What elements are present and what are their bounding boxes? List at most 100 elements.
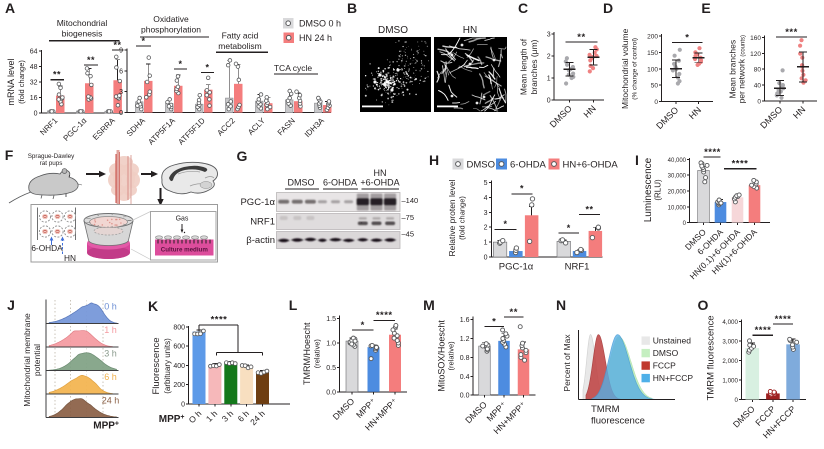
svg-text:F: F	[5, 147, 14, 163]
svg-text:6 h: 6 h	[104, 372, 117, 382]
svg-text:10,000: 10,000	[668, 205, 687, 211]
svg-text:Culture medium: Culture medium	[161, 247, 209, 254]
svg-text:E: E	[701, 0, 710, 16]
svg-text:ATF5F1D: ATF5F1D	[176, 116, 207, 147]
svg-text:DMSO: DMSO	[467, 160, 496, 171]
svg-text:SDHA: SDHA	[125, 116, 148, 139]
svg-text:400: 400	[173, 363, 185, 370]
svg-text:DMSO: DMSO	[548, 103, 574, 129]
svg-text:****: ****	[775, 314, 792, 325]
svg-text:metabolism: metabolism	[218, 41, 261, 51]
svg-text:DMSO: DMSO	[653, 348, 679, 358]
svg-text:0.5: 0.5	[326, 365, 336, 372]
svg-text:H: H	[429, 152, 439, 168]
svg-text:TMRM/Hoescht: TMRM/Hoescht	[302, 322, 312, 385]
svg-text:0: 0	[34, 111, 38, 118]
svg-text:*: *	[205, 62, 209, 72]
svg-text:Sprague-Dawley: Sprague-Dawley	[28, 153, 75, 160]
svg-text:1 h: 1 h	[204, 408, 220, 424]
svg-text:5: 5	[484, 180, 488, 187]
svg-text:IDH3A: IDH3A	[303, 116, 326, 139]
svg-text:DMSO: DMSO	[331, 396, 357, 422]
svg-text:Mean branches: Mean branches	[728, 40, 738, 99]
svg-text:3 h: 3 h	[104, 348, 117, 358]
svg-text:ACLY: ACLY	[246, 116, 267, 137]
svg-text:DMSO: DMSO	[378, 25, 408, 36]
svg-text:0: 0	[119, 110, 123, 117]
svg-text:Mitochondrial volume: Mitochondrial volume	[620, 28, 630, 109]
svg-text:O h: O h	[187, 408, 204, 425]
svg-text:1.2: 1.2	[460, 336, 470, 343]
svg-text:(relative): (relative)	[313, 339, 322, 369]
svg-text:A: A	[5, 0, 15, 16]
svg-text:K: K	[148, 298, 158, 314]
svg-text:FASN: FASN	[276, 116, 297, 137]
svg-text:phosphorylation: phosphorylation	[141, 25, 201, 35]
svg-text:1.6: 1.6	[460, 317, 470, 324]
svg-text:100: 100	[647, 66, 658, 73]
svg-text:HN 24 h: HN 24 h	[299, 33, 332, 43]
svg-text:DMSO: DMSO	[731, 404, 757, 430]
svg-text:ATP5F1A: ATP5F1A	[146, 116, 177, 147]
svg-text:I: I	[635, 152, 639, 168]
svg-text:****: ****	[704, 147, 721, 158]
svg-text:Oxidative: Oxidative	[153, 14, 189, 24]
svg-text:Mean length of: Mean length of	[519, 38, 529, 95]
svg-text:0 h: 0 h	[104, 301, 117, 311]
svg-text:50: 50	[651, 83, 659, 90]
svg-text:PGC-1α: PGC-1α	[240, 197, 275, 208]
svg-text:branches (μm): branches (μm)	[529, 39, 539, 94]
svg-text:0: 0	[181, 402, 185, 409]
svg-text:1,000: 1,000	[722, 377, 738, 384]
svg-text:NRF1: NRF1	[250, 217, 275, 228]
svg-text:MitoSOX/Hoescht: MitoSOX/Hoescht	[437, 320, 447, 392]
svg-text:200: 200	[647, 34, 658, 41]
svg-text:ACC2: ACC2	[215, 116, 237, 138]
svg-text:800: 800	[173, 324, 185, 331]
svg-text:DMSO: DMSO	[654, 105, 680, 131]
svg-text:80: 80	[754, 67, 762, 74]
svg-text:L: L	[289, 297, 298, 313]
svg-text:**: **	[53, 70, 61, 80]
svg-text:DMSO: DMSO	[758, 104, 784, 130]
svg-text:48: 48	[30, 64, 38, 71]
svg-text:MPP+: MPP+	[93, 421, 119, 432]
svg-text:0: 0	[757, 99, 761, 106]
svg-text:*: *	[520, 184, 524, 194]
svg-text:*: *	[567, 223, 571, 233]
svg-text:N: N	[556, 297, 566, 313]
svg-text:150: 150	[647, 50, 658, 57]
svg-text:ESRRA: ESRRA	[91, 116, 117, 142]
svg-text:*: *	[685, 33, 689, 44]
svg-text:3 h: 3 h	[220, 408, 236, 424]
svg-text:2,000: 2,000	[722, 358, 738, 365]
svg-text:potential: potential	[32, 344, 42, 376]
svg-text:MPP+: MPP+	[159, 414, 185, 425]
svg-text:**: **	[113, 40, 121, 50]
svg-text:32: 32	[30, 80, 38, 87]
svg-text:6-OHDA: 6-OHDA	[31, 243, 63, 253]
svg-text:HN: HN	[687, 105, 703, 121]
svg-text:*: *	[178, 59, 182, 69]
svg-text:rat pups: rat pups	[40, 160, 63, 167]
svg-text:C: C	[518, 0, 528, 16]
svg-text:biogenesis: biogenesis	[62, 29, 103, 39]
svg-text:DMSO: DMSO	[463, 399, 489, 425]
svg-text:3: 3	[484, 210, 488, 217]
svg-text:****: ****	[732, 159, 749, 170]
svg-text:40,000: 40,000	[668, 158, 687, 164]
svg-text:Relative proten level: Relative proten level	[447, 179, 457, 256]
svg-text:**: **	[87, 55, 95, 65]
svg-text:NRF1: NRF1	[565, 261, 590, 272]
svg-text:HN: HN	[582, 103, 598, 119]
svg-text:HN: HN	[374, 168, 387, 178]
svg-text:HN+6-OHDA: HN+6-OHDA	[563, 160, 619, 171]
svg-text:2: 2	[547, 54, 551, 61]
svg-text:4: 4	[484, 195, 488, 202]
svg-text:2: 2	[484, 225, 488, 232]
svg-text:24 h: 24 h	[102, 395, 120, 405]
svg-text:1.5: 1.5	[326, 316, 336, 323]
svg-text:****: ****	[376, 310, 393, 321]
svg-text:TMRM: TMRM	[591, 404, 620, 415]
svg-text:Percent of Max: Percent of Max	[562, 334, 572, 392]
